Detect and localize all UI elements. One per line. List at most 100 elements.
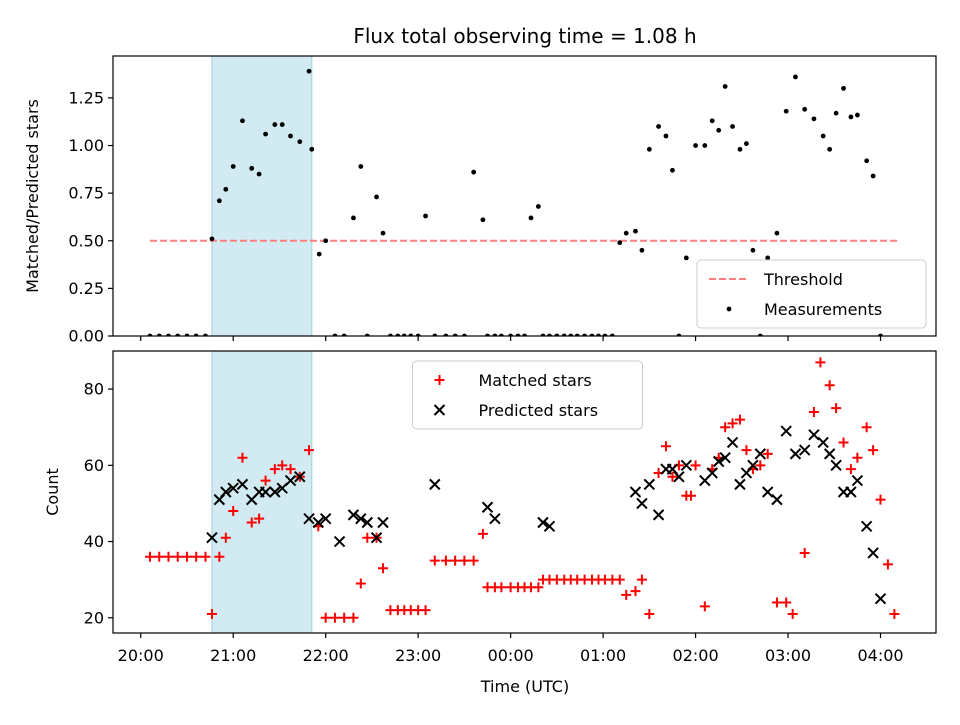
- matched-stars-point: [355, 578, 366, 589]
- axes-frame-bottom: [112, 350, 937, 634]
- matched-stars-point: [889, 608, 900, 619]
- matched-stars-point: [741, 445, 752, 456]
- predicted-stars-point: [726, 436, 739, 449]
- matched-stars-point: [815, 357, 826, 368]
- predicted-stars-point: [747, 459, 759, 472]
- matched-stars-point: [720, 422, 731, 433]
- predicted-stars-point: [680, 459, 693, 472]
- x-axis-title: Time (UTC): [480, 677, 569, 696]
- legend-box: [696, 259, 927, 329]
- predicted-stars-point: [860, 520, 873, 533]
- measurements-point: [535, 204, 541, 209]
- predicted-stars-point: [319, 512, 332, 525]
- measurements-point: [783, 108, 789, 114]
- predicted-stars-point: [719, 451, 731, 464]
- measurements-point: [633, 228, 638, 234]
- matched-stars-point: [468, 555, 479, 566]
- predicted-stars-point: [347, 509, 360, 521]
- matched-stars-point: [144, 551, 155, 562]
- matched-stars-point: [320, 612, 331, 623]
- x-tick-label: 21:00: [210, 646, 256, 665]
- predicted-stars-point: [303, 512, 315, 525]
- matched-stars-point: [882, 559, 893, 570]
- matched-stars-point: [254, 513, 265, 524]
- predicted-stars-point: [789, 448, 802, 460]
- legend-label-measurements: Measurements: [764, 300, 882, 319]
- predicted-stars-point: [817, 436, 829, 449]
- measurements-point: [471, 169, 477, 175]
- matched-stars-point: [787, 608, 798, 619]
- panel-bottom: 20 40 60 80 20:00 21:00 22:00 23:00 00:00 01:00 02…: [43, 350, 937, 665]
- measurements-point: [272, 122, 278, 127]
- matched-stars-point: [450, 555, 461, 566]
- measurements-point: [670, 167, 675, 173]
- matched-stars-point: [845, 464, 856, 475]
- predicted-stars-point: [489, 512, 501, 525]
- y-tick-label-top: 0.75: [68, 184, 104, 203]
- measurements-point: [288, 133, 293, 139]
- matched-stars-point: [420, 605, 431, 616]
- y-tick-label-top: 1.00: [68, 136, 104, 155]
- matched-stars-point: [220, 532, 231, 543]
- predicted-stars-point: [294, 471, 306, 483]
- x-tick-label: 20:00: [118, 646, 164, 665]
- measurements-point: [374, 194, 379, 200]
- predicted-stars-point: [808, 429, 820, 441]
- measurements-point: [765, 255, 771, 261]
- matched-stars-point: [477, 528, 488, 539]
- measurements-point: [279, 122, 285, 127]
- matched-stars-point: [214, 551, 225, 562]
- measurements-point: [623, 230, 629, 236]
- legend-bottom: Matched stars Predicted stars: [412, 360, 643, 430]
- measurements-point: [230, 164, 236, 169]
- legend-swatch-matched-stars: [434, 375, 445, 385]
- measurements-point: [709, 118, 715, 124]
- measurements-point: [351, 215, 356, 221]
- measurements-point: [827, 146, 833, 152]
- predicted-stars-point: [206, 532, 218, 544]
- measurements-point: [683, 255, 689, 261]
- measurements-point: [841, 85, 846, 91]
- series-group-bottom: [144, 357, 900, 623]
- matched-stars-point: [304, 445, 315, 456]
- legend-top: Threshold Measurements: [696, 259, 927, 329]
- measurements-point: [423, 213, 428, 219]
- predicted-stars-point: [761, 486, 774, 498]
- legend-label-threshold: Threshold: [763, 270, 843, 289]
- matched-stars-point: [861, 422, 872, 433]
- measurements-point: [263, 131, 268, 137]
- measurements-point: [750, 247, 756, 253]
- matched-stars-point: [755, 460, 766, 471]
- measurements-point: [323, 238, 329, 244]
- predicted-stars-point: [643, 478, 656, 491]
- matched-stars-point: [852, 452, 863, 463]
- matched-stars-point: [329, 612, 340, 623]
- legend-swatch-measurements: [726, 306, 732, 312]
- matched-stars-point: [246, 517, 257, 528]
- y-tick-label-top: 0.00: [68, 327, 104, 346]
- measurements-point: [617, 240, 623, 246]
- predicted-stars-point: [259, 486, 272, 498]
- legend-box: [412, 360, 643, 430]
- matched-stars-point: [362, 532, 373, 543]
- matched-stars-point: [172, 551, 183, 562]
- matched-stars-point: [228, 506, 239, 517]
- matched-stars-point: [660, 441, 671, 452]
- matched-stars-point: [636, 574, 647, 585]
- predicted-stars-point: [227, 482, 239, 494]
- predicted-stars-point: [269, 486, 281, 498]
- measurements-point: [223, 186, 229, 192]
- measurements-point: [358, 164, 364, 169]
- x-tick-label: 01:00: [580, 646, 626, 665]
- x-tick-label: 22:00: [303, 646, 349, 665]
- measurements-point: [870, 173, 876, 179]
- predicted-stars-point: [481, 501, 494, 513]
- panel-top: 0.00 0.25 0.50 0.75 1.00 1.25 Matched/Predicte…: [23, 55, 937, 346]
- predicted-stars-point: [361, 516, 374, 529]
- matched-stars-point: [285, 464, 296, 475]
- measurements-point: [722, 84, 728, 89]
- measurements-point: [864, 158, 870, 164]
- predicted-stars-point: [543, 520, 556, 533]
- y-tick-label-bottom: 60: [84, 456, 104, 475]
